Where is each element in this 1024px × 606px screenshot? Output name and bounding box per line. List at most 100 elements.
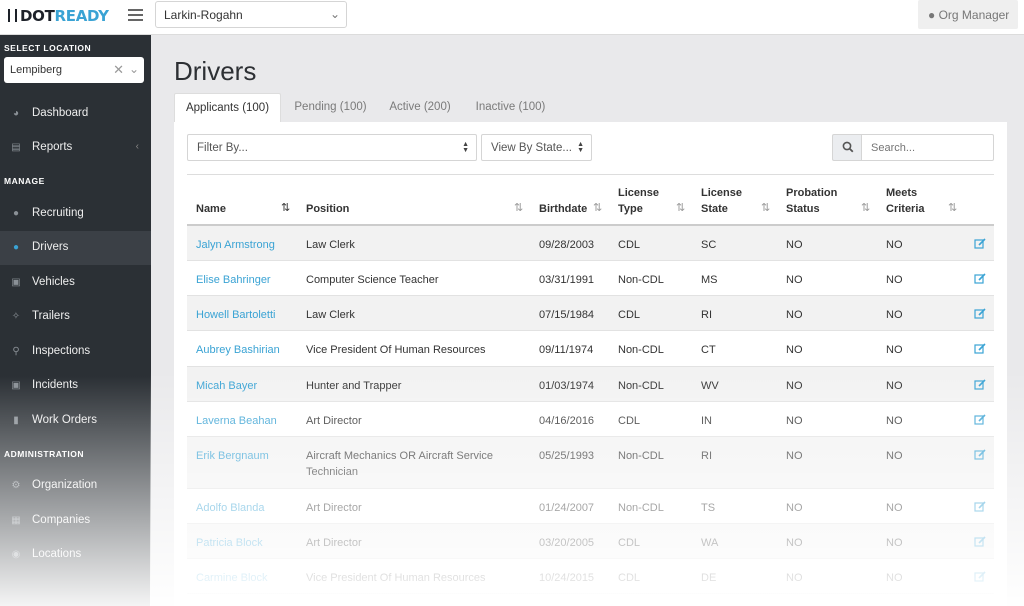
table-row[interactable]: Elise Bahringer Computer Science Teacher 0… bbox=[187, 261, 994, 296]
sidebar: SELECT LOCATION Lempiberg ✕ ⌄ ◕ Dashboar… bbox=[0, 35, 151, 606]
table-row[interactable]: Aubrey Bashirian Vice President Of Human … bbox=[187, 331, 994, 367]
sort-icon[interactable]: ⇅ bbox=[761, 202, 771, 214]
column-header-license-state[interactable]: License State bbox=[701, 187, 742, 215]
cell-criteria: NO bbox=[886, 239, 903, 251]
cell-name[interactable]: Howell Bartoletti bbox=[196, 309, 276, 321]
cell-name[interactable]: Jalyn Armstrong bbox=[196, 239, 275, 251]
cell-probation: NO bbox=[786, 309, 803, 321]
cell-name[interactable]: Patricia Block bbox=[196, 537, 263, 549]
briefcase-icon: ▣ bbox=[11, 380, 21, 391]
cell-license-state: RI bbox=[701, 309, 712, 321]
clear-icon[interactable]: ✕ bbox=[113, 62, 124, 77]
sidebar-item-companies[interactable]: ▦ Companies bbox=[11, 514, 91, 526]
cell-birthdate: 05/25/1993 bbox=[539, 450, 595, 462]
edit-icon[interactable] bbox=[974, 414, 986, 426]
edit-icon[interactable] bbox=[974, 379, 986, 391]
column-header-meets-criteria[interactable]: Meets Criteria bbox=[886, 187, 925, 215]
cell-probation: NO bbox=[786, 537, 803, 549]
cell-license-state: IN bbox=[701, 415, 712, 427]
cell-criteria: NO bbox=[886, 502, 903, 514]
table-row[interactable]: Adolfo Blanda Art Director 01/24/2007 Non-C… bbox=[187, 489, 994, 524]
cell-criteria: NO bbox=[886, 537, 903, 549]
table-row[interactable]: Laverna Beahan Art Director 04/16/2016 CDL I… bbox=[187, 402, 994, 437]
cell-position: Aircraft Mechanics OR Aircraft Service Te… bbox=[306, 450, 494, 478]
sidebar-item-dashboard[interactable]: ◕ Dashboard bbox=[0, 97, 151, 131]
sort-icon[interactable]: ⇅ bbox=[281, 202, 291, 214]
tab-pending[interactable]: Pending (100) bbox=[294, 101, 367, 113]
cell-name[interactable]: Aubrey Bashirian bbox=[196, 344, 280, 356]
edit-icon[interactable] bbox=[974, 501, 986, 513]
organization-select[interactable]: Larkin-Rogahn ⌄ bbox=[155, 1, 347, 28]
table-row[interactable]: Patricia Block Art Director 03/20/2005 CDL W… bbox=[187, 524, 994, 559]
sidebar-item-organization[interactable]: ⚙ Organization bbox=[11, 479, 98, 491]
sidebar-item-trailers[interactable]: ✧ Trailers bbox=[11, 310, 70, 322]
sort-icon[interactable]: ⇅ bbox=[948, 202, 958, 214]
cell-license-state: SC bbox=[701, 239, 717, 251]
user-menu-button[interactable]: ● Org Manager bbox=[918, 0, 1018, 29]
page-title: Drivers bbox=[174, 56, 257, 86]
cell-criteria: NO bbox=[886, 450, 903, 462]
sort-icon[interactable]: ⇅ bbox=[861, 202, 871, 214]
column-header-birthdate[interactable]: Birthdate bbox=[539, 203, 588, 215]
logo-mark-icon bbox=[8, 9, 17, 22]
sidebar-item-reports[interactable]: ▤ Reports ‹ bbox=[11, 141, 139, 153]
cell-birthdate: 01/24/2007 bbox=[539, 502, 595, 514]
cell-license-state: WV bbox=[701, 380, 719, 392]
user-icon: ● bbox=[928, 8, 936, 22]
table-row[interactable]: Howell Bartoletti Law Clerk 07/15/1984 CDL R… bbox=[187, 296, 994, 331]
manage-title: MANAGE bbox=[4, 176, 45, 186]
column-header-probation-status[interactable]: Probation Status bbox=[786, 187, 838, 215]
table-row[interactable]: Erik Bergnaum Aircraft Mechanics OR Aircr… bbox=[187, 437, 994, 489]
table-row[interactable]: Jalyn Armstrong Law Clerk 09/28/2003 CDL SC N… bbox=[187, 226, 994, 261]
cell-position: Law Clerk bbox=[306, 239, 355, 251]
filter-by-select[interactable]: Filter By... ▲ ▼ bbox=[187, 134, 477, 161]
edit-icon[interactable] bbox=[974, 308, 986, 320]
column-header-name[interactable]: Name bbox=[196, 203, 226, 215]
tab-inactive[interactable]: Inactive (100) bbox=[475, 101, 546, 113]
edit-icon[interactable] bbox=[974, 273, 986, 285]
column-header-position[interactable]: Position bbox=[306, 203, 350, 215]
edit-icon[interactable] bbox=[974, 343, 986, 355]
edit-icon[interactable] bbox=[974, 238, 986, 250]
cell-name[interactable]: Carmine Block bbox=[196, 572, 268, 584]
cell-name[interactable]: Erik Bergnaum bbox=[196, 450, 269, 462]
location-select-value: Lempiberg bbox=[10, 64, 62, 76]
search-input[interactable] bbox=[861, 134, 994, 161]
sort-icon[interactable]: ⇅ bbox=[676, 202, 686, 214]
logo[interactable]: DOTREADY bbox=[8, 7, 109, 25]
cell-name[interactable]: Adolfo Blanda bbox=[196, 502, 265, 514]
sidebar-item-inspections[interactable]: ⚲ Inspections bbox=[0, 335, 151, 369]
cell-birthdate: 04/16/2016 bbox=[539, 415, 595, 427]
table-header: Name ⇅ Position ⇅ Birthdate ⇅ License Typ… bbox=[187, 174, 994, 226]
column-header-license-type[interactable]: License Type bbox=[618, 187, 659, 215]
sidebar-item-recruiting[interactable]: ● Recruiting bbox=[0, 197, 151, 231]
chevron-down-icon: ⌄ bbox=[329, 7, 340, 21]
sidebar-item-drivers[interactable]: ● Drivers bbox=[0, 231, 151, 265]
edit-icon[interactable] bbox=[974, 571, 986, 583]
sidebar-item-locations[interactable]: ◉ Locations bbox=[11, 548, 82, 560]
cell-license-type: CDL bbox=[618, 572, 641, 584]
view-by-state-value: View By State... bbox=[491, 142, 572, 154]
location-select[interactable]: Lempiberg ✕ ⌄ bbox=[4, 57, 144, 83]
edit-icon[interactable] bbox=[974, 449, 986, 461]
sidebar-item-work-orders[interactable]: ▮ Work Orders bbox=[0, 404, 151, 438]
edit-icon[interactable] bbox=[974, 536, 986, 548]
table-row[interactable]: Carmine Block Vice President Of Human Res… bbox=[187, 559, 994, 594]
sort-icon[interactable]: ⇅ bbox=[593, 202, 603, 214]
cell-license-type: Non-CDL bbox=[618, 502, 664, 514]
view-by-state-select[interactable]: View By State... ▲ ▼ bbox=[481, 134, 592, 161]
chevron-down-icon[interactable]: ⌄ bbox=[128, 62, 139, 76]
cell-name[interactable]: Laverna Beahan bbox=[196, 415, 277, 427]
wrench-icon: ✧ bbox=[11, 311, 21, 322]
sidebar-item-incidents[interactable]: ▣ Incidents bbox=[11, 379, 79, 391]
hamburger-menu-icon[interactable] bbox=[128, 9, 143, 21]
cell-name[interactable]: Micah Bayer bbox=[196, 380, 258, 392]
sort-icon[interactable]: ⇅ bbox=[514, 202, 524, 214]
cell-criteria: NO bbox=[886, 572, 903, 584]
table-row[interactable]: Micah Bayer Hunter and Trapper 01/03/1974 N… bbox=[187, 367, 994, 402]
search-button[interactable] bbox=[832, 134, 862, 161]
tab-applicants[interactable]: Applicants (100) bbox=[174, 93, 281, 122]
cell-name[interactable]: Elise Bahringer bbox=[196, 274, 271, 286]
tab-active[interactable]: Active (200) bbox=[389, 101, 451, 113]
sidebar-item-vehicles[interactable]: ▣ Vehicles bbox=[11, 276, 75, 288]
